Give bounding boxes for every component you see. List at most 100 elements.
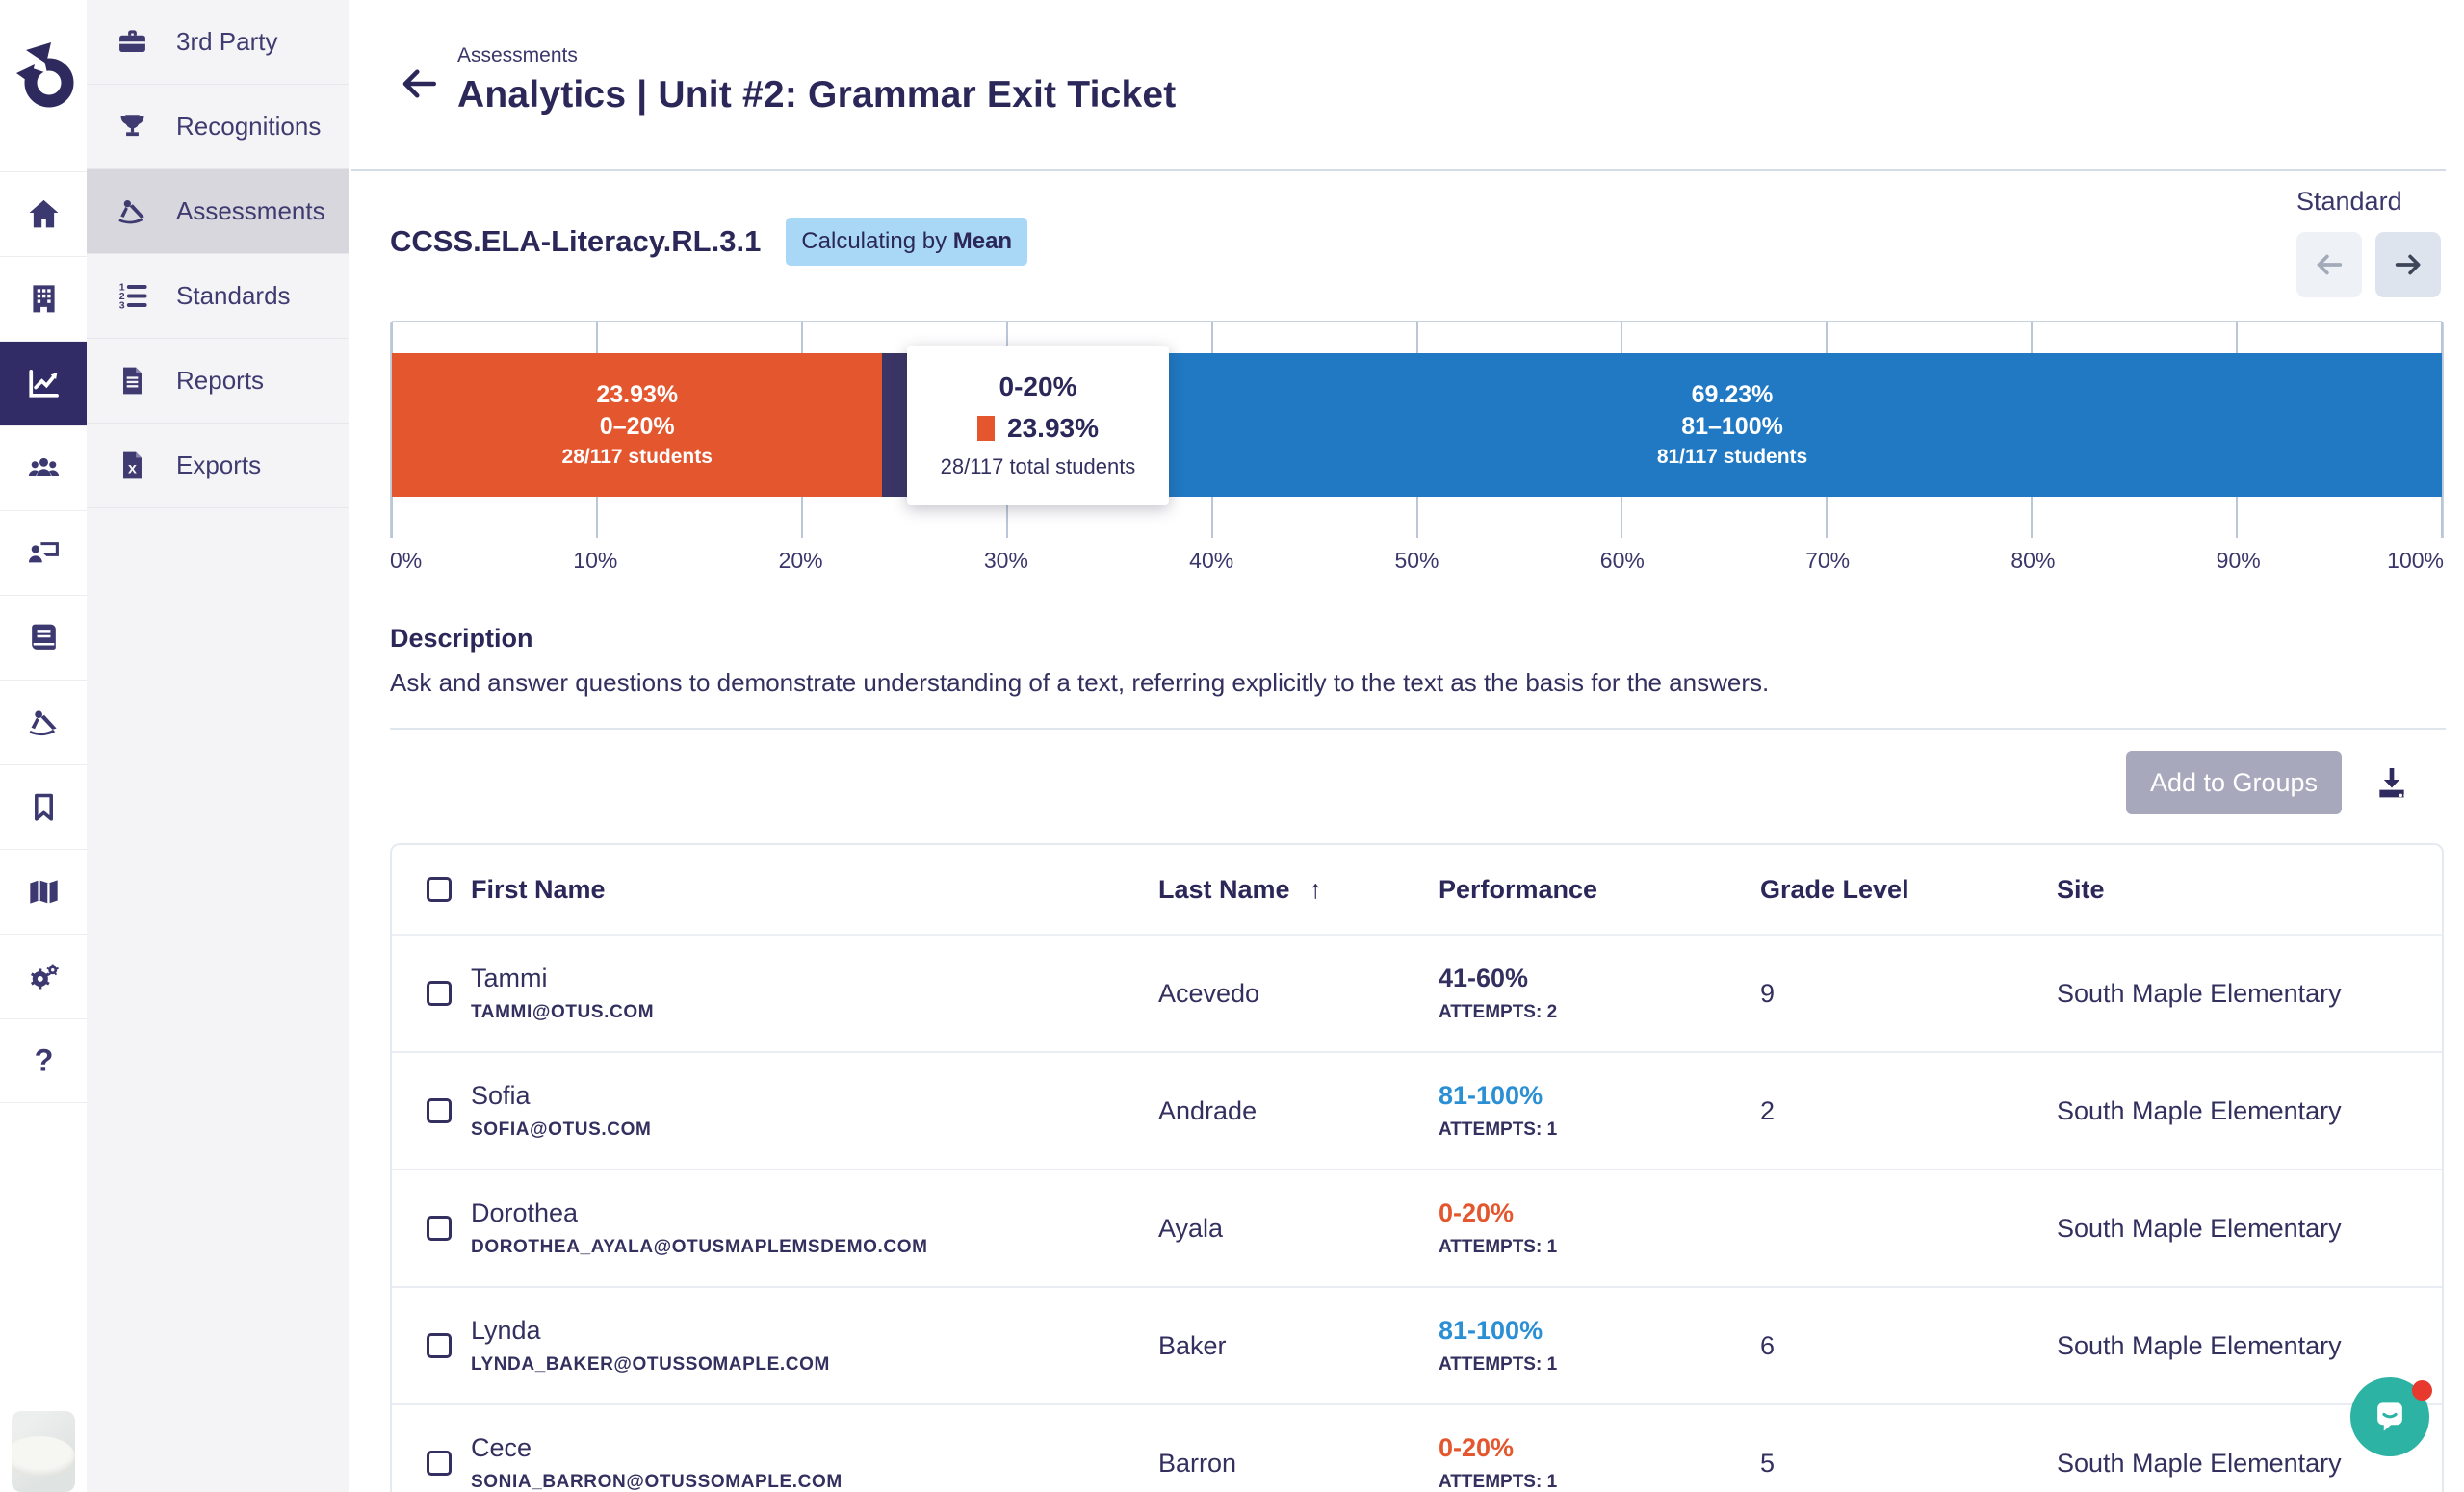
back-button[interactable] [399,64,439,104]
rail-item-plans[interactable] [0,849,87,934]
row-checkbox[interactable] [427,981,452,1006]
breadcrumb: Assessments [457,44,578,66]
chart-bars: 23.93% 0–20% 28/117 students 69.23% 81–1… [392,353,2442,497]
table-row[interactable]: Tammi TAMMI@OTUS.COM Acevedo 41-60% ATTE… [392,936,2442,1053]
tooltip-value: 23.93% [1007,413,1099,443]
file-export-icon: x [123,451,142,479]
site-name: South Maple Elementary [2057,1213,2342,1243]
svg-text:x: x [128,460,137,477]
sidebar-item-label: Reports [176,366,265,395]
axis-tick-label: 50% [1394,548,1439,573]
next-standard-button[interactable] [2375,232,2441,297]
bar-segment-0-20[interactable]: 23.93% 0–20% 28/117 students [392,353,883,497]
numbered-list-icon: 123 [119,282,147,312]
chat-bubble-icon [2377,1402,2402,1431]
table-row[interactable]: Lynda LYNDA_BAKER@OTUSSOMAPLE.COM Baker … [392,1288,2442,1405]
sidebar-item-exports[interactable]: x Exports [87,424,349,508]
standard-heading-row: CCSS.ELA-Literacy.RL.3.1 Calculating by … [390,218,1028,266]
performance-distribution-chart: 23.93% 0–20% 28/117 students 69.23% 81–1… [390,321,2444,588]
sidebar-item-label: Assessments [176,196,325,225]
tooltip-subtitle: 28/117 total students [940,454,1136,478]
performance-value: 81-100% [1439,1316,1543,1345]
student-last-name: Andrade [1158,1095,1258,1125]
download-button[interactable] [2373,763,2411,802]
rail-nav: ? [0,171,87,1103]
grade-level: 6 [1760,1330,1776,1360]
column-header-grade-level[interactable]: Grade Level [1760,874,1909,904]
bar-segment-81-100[interactable]: 69.23% 81–100% 81/117 students [1023,353,2442,497]
attempts-label: ATTEMPTS: 1 [1439,1119,1558,1140]
row-checkbox[interactable] [427,1333,452,1358]
student-last-name: Ayala [1158,1213,1224,1243]
book-icon [31,624,56,650]
select-all-checkbox[interactable] [427,877,452,902]
rail-item-home[interactable] [0,171,87,256]
rail-item-help[interactable]: ? [0,1018,87,1103]
column-header-first-name[interactable]: First Name [471,874,606,904]
sort-asc-icon: ↑ [1309,874,1323,904]
users-icon [28,457,59,476]
grade-level: 9 [1760,978,1776,1008]
rail-item-analytics[interactable] [0,341,87,425]
rail-item-admin[interactable] [0,934,87,1018]
rail-item-assessments-tools[interactable] [0,680,87,764]
download-icon [2379,768,2407,798]
axis-tick-label: 100% [2387,548,2444,573]
rail-item-bookmarks[interactable] [0,764,87,849]
table-row[interactable]: Sofia SOFIA@OTUS.COM Andrade 81-100% ATT… [392,1053,2442,1170]
sidebar-item-3rd-party[interactable]: 3rd Party [87,0,349,85]
sidebar-item-assessments[interactable]: Assessments [87,169,349,254]
attempts-label: ATTEMPTS: 1 [1439,1354,1558,1375]
chart-axis: 0% 10% 20% 30% 40% 50% 60% 70% 80% 90% 100% [390,548,2444,588]
rail-item-groups[interactable] [0,425,87,510]
page-header: Assessments Analytics | Unit #2: Grammar… [457,44,1176,116]
trophy-icon [120,115,144,137]
column-header-site[interactable]: Site [2057,874,2105,904]
map-icon [29,880,58,904]
chart-tooltip: 0-20% 23.93% 28/117 total students [907,346,1169,505]
chat-unread-dot [2412,1380,2432,1401]
axis-tick-label: 90% [2216,548,2261,573]
document-icon [123,367,142,395]
grade-level: 5 [1760,1448,1776,1478]
previous-standard-button[interactable] [2296,232,2362,297]
standard-code: CCSS.ELA-Literacy.RL.3.1 [390,224,762,258]
svg-text:?: ? [34,1043,53,1078]
description-heading: Description [390,624,533,653]
sidebar-item-recognitions[interactable]: Recognitions [87,85,349,169]
user-avatar[interactable] [12,1411,75,1492]
column-header-last-name[interactable]: Last Name ↑ [1158,874,1323,904]
bar-segment-label: 23.93% 0–20% 28/117 students [561,380,713,468]
student-first-name: Dorothea [471,1198,579,1227]
site-name: South Maple Elementary [2057,1448,2342,1478]
axis-tick-label: 0% [390,548,423,573]
axis-tick-label: 60% [1599,548,1645,573]
row-checkbox[interactable] [427,1216,452,1241]
add-to-groups-button[interactable]: Add to Groups [2126,751,2342,814]
svg-text:1: 1 [119,282,125,294]
svg-text:2: 2 [119,291,125,302]
rail-item-school[interactable] [0,256,87,341]
student-email: DOROTHEA_AYALA@OTUSMAPLEMSDEMO.COM [471,1237,928,1257]
site-name: South Maple Elementary [2057,1330,2342,1360]
student-email: SONIA_BARRON@OTUSSOMAPLE.COM [471,1472,843,1492]
row-checkbox[interactable] [427,1098,452,1123]
rail-item-lessons[interactable] [0,510,87,595]
description-body: Ask and answer questions to demonstrate … [390,668,1770,697]
table-row[interactable]: Dorothea DOROTHEA_AYALA@OTUSMAPLEMSDEMO.… [392,1170,2442,1288]
row-checkbox[interactable] [427,1451,452,1476]
teacher-presentation-icon [28,542,59,563]
sidebar-item-reports[interactable]: Reports [87,339,349,424]
column-header-performance[interactable]: Performance [1439,874,1598,904]
section-divider [390,728,2446,730]
sidebar-item-label: Standards [176,281,291,310]
svg-text:3: 3 [119,300,125,312]
table-row[interactable]: Cece SONIA_BARRON@OTUSSOMAPLE.COM Barron… [392,1405,2442,1492]
student-last-name: Acevedo [1158,978,1260,1008]
performance-value: 41-60% [1439,964,1529,992]
otus-logo[interactable] [14,37,74,110]
student-email: LYNDA_BAKER@OTUSSOMAPLE.COM [471,1354,830,1375]
rail-item-gradebook[interactable] [0,595,87,680]
calc-mode: Mean [952,228,1013,254]
